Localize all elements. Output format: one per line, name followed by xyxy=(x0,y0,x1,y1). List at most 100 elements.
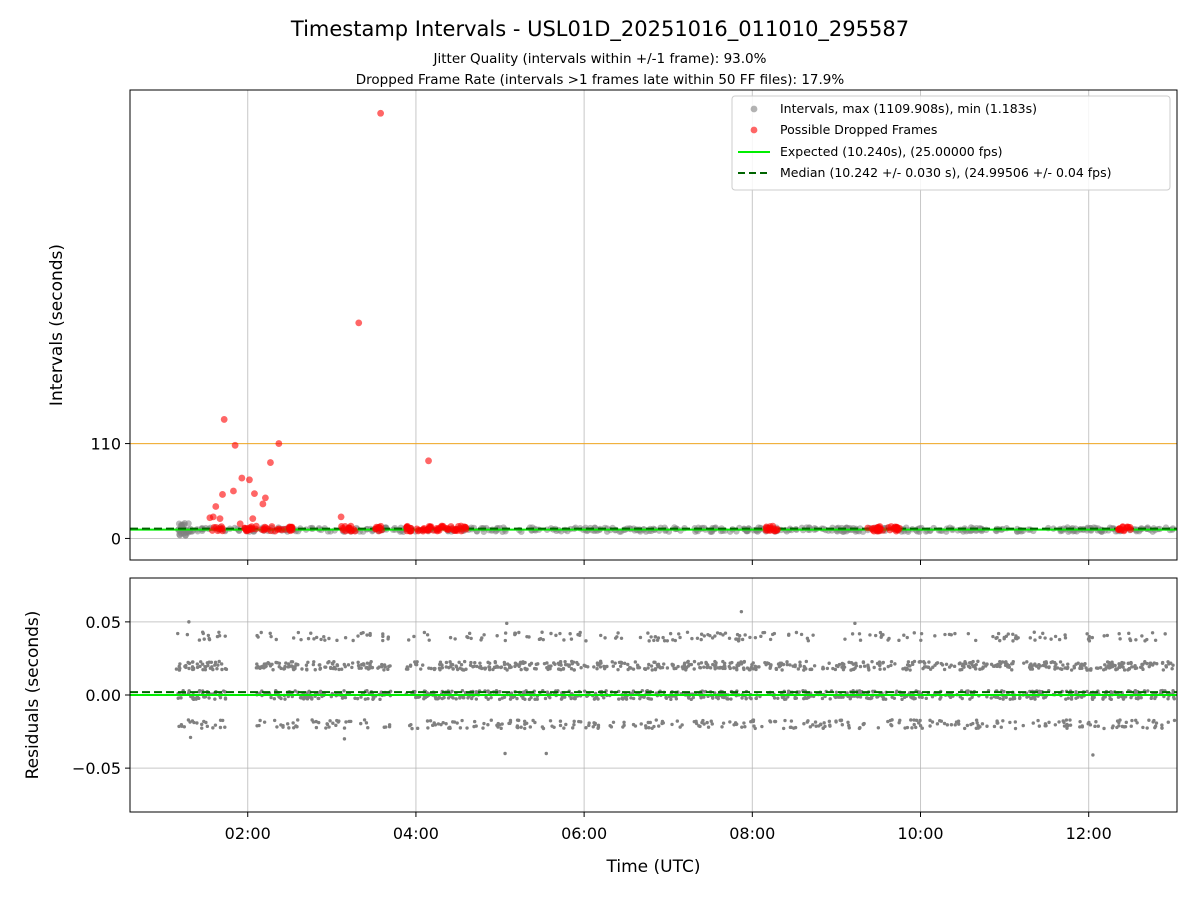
residual-point xyxy=(1053,634,1058,639)
residual-point xyxy=(503,631,508,635)
residual-point xyxy=(296,718,300,722)
residual-point xyxy=(487,665,491,669)
residual-point xyxy=(573,695,577,700)
residual-point xyxy=(967,661,972,665)
residual-point xyxy=(557,662,561,667)
residual-point xyxy=(611,664,616,668)
legend-marker-intervals xyxy=(750,105,758,113)
residual-point xyxy=(505,662,510,666)
residual-point xyxy=(1105,633,1110,638)
residual-point xyxy=(279,666,283,671)
residual-point xyxy=(192,720,196,725)
chart-subtitle-dropped: Dropped Frame Rate (intervals >1 frames … xyxy=(356,72,845,88)
residual-point xyxy=(407,638,411,642)
residual-point xyxy=(548,667,552,671)
residual-point xyxy=(958,661,962,665)
residual-point xyxy=(1166,720,1170,724)
residual-point xyxy=(1018,695,1022,700)
residual-point xyxy=(362,663,366,667)
residual-point xyxy=(740,725,744,729)
residual-point xyxy=(973,666,978,671)
residual-point xyxy=(917,690,922,694)
residual-point xyxy=(493,660,498,665)
residual-point xyxy=(890,723,894,728)
residual-point xyxy=(522,690,527,694)
residual-point xyxy=(1049,637,1053,641)
residual-point xyxy=(330,661,335,666)
residual-point xyxy=(355,696,360,701)
residual-point xyxy=(1008,720,1012,725)
residual-point xyxy=(973,663,977,668)
residual-point xyxy=(912,722,916,727)
residual-point xyxy=(552,661,556,665)
residual-point xyxy=(484,695,488,699)
residual-point xyxy=(828,697,832,701)
residual-point xyxy=(274,637,278,642)
dropped-frame-point xyxy=(214,527,222,535)
residual-point xyxy=(499,665,504,669)
residual-point xyxy=(1102,726,1106,731)
residual-point xyxy=(299,696,304,700)
residual-point xyxy=(572,719,576,724)
residual-point xyxy=(1135,721,1139,725)
residual-point xyxy=(706,725,711,729)
residual-point xyxy=(1061,663,1065,667)
residual-point xyxy=(1064,697,1068,701)
residual-outlier-point xyxy=(187,620,191,624)
residual-point xyxy=(1152,718,1156,723)
residual-point xyxy=(1004,695,1008,700)
residual-point xyxy=(489,718,493,722)
residual-point xyxy=(911,662,915,667)
dropped-frame-point xyxy=(242,526,250,534)
residual-point xyxy=(788,663,792,667)
residual-point xyxy=(966,689,970,693)
residual-point xyxy=(523,726,527,731)
legend-entry-1: Possible Dropped Frames xyxy=(780,122,937,137)
residual-point xyxy=(290,664,295,669)
residual-point xyxy=(324,726,328,730)
residual-point xyxy=(380,665,384,669)
residual-point xyxy=(1006,632,1010,636)
residual-point xyxy=(695,636,700,641)
residual-point xyxy=(305,668,309,672)
residual-point xyxy=(596,697,600,701)
residual-point xyxy=(410,726,414,731)
residual-point xyxy=(619,636,624,641)
residual-point xyxy=(706,665,710,669)
residual-point xyxy=(878,630,883,635)
residual-point xyxy=(681,666,685,671)
residual-point xyxy=(1153,725,1157,730)
residual-point xyxy=(1124,720,1128,725)
interval-point xyxy=(185,520,192,527)
dropped-frame-point xyxy=(351,527,359,535)
residual-point xyxy=(729,697,733,701)
residual-point xyxy=(343,636,348,640)
residual-point xyxy=(514,662,518,666)
x-tick-label: 04:00 xyxy=(393,824,439,843)
residual-point xyxy=(647,662,651,667)
residual-point xyxy=(467,631,472,636)
residual-point xyxy=(1001,719,1005,723)
residual-point xyxy=(873,633,878,638)
residual-point xyxy=(1064,718,1069,722)
residual-point xyxy=(363,697,368,701)
residual-point xyxy=(453,637,457,641)
residual-point xyxy=(1042,660,1047,665)
residual-point xyxy=(337,667,341,672)
residual-point xyxy=(598,665,603,669)
residual-point xyxy=(176,631,180,636)
residual-point xyxy=(710,722,714,726)
residual-point xyxy=(191,667,196,671)
residual-point xyxy=(432,721,436,725)
residual-point xyxy=(378,697,382,702)
residual-point xyxy=(444,665,448,669)
residual-point xyxy=(1108,696,1112,701)
residual-point xyxy=(465,635,469,639)
residual-point xyxy=(1170,667,1174,671)
residual-point xyxy=(847,726,851,730)
residual-point xyxy=(1013,726,1018,731)
residual-point xyxy=(331,721,335,725)
dropped-frame-point xyxy=(771,527,779,535)
residual-point xyxy=(849,661,854,665)
residual-point xyxy=(626,662,630,667)
